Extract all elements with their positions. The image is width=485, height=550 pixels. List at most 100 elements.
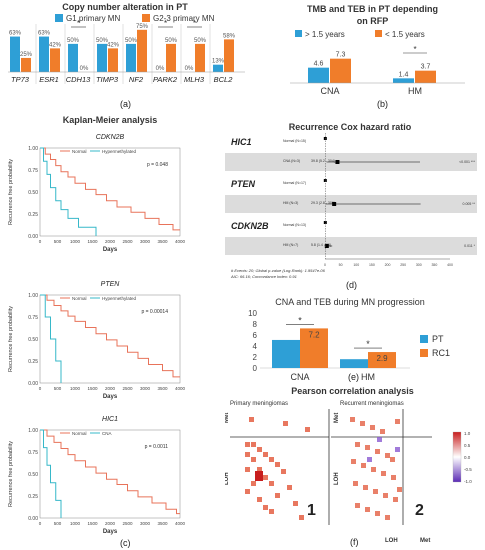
legend-label-rc1: RC1 (432, 348, 450, 358)
heatmap-cell (269, 509, 274, 514)
heatmap-cell (257, 447, 262, 452)
bar-hm-0 (340, 359, 368, 368)
value-label-cna-0: 4.6 (314, 61, 324, 68)
heatmap-cell (375, 449, 380, 454)
significance-star: * (413, 45, 416, 54)
category-label-nf2: NF2 (129, 75, 144, 84)
bar-tp73-0 (10, 36, 20, 72)
forest-p-label: 0.005 ** (463, 202, 476, 206)
y-tick-label: 0.25 (28, 494, 38, 500)
panel-d-title: Recurrence Cox hazard ratio (288, 122, 412, 132)
heatmap-cell-negative (367, 457, 372, 462)
panel-f-label: (f) (350, 537, 359, 547)
legend-swatch-rc1 (420, 349, 428, 357)
panel-e-chart: 0 2 4 6 8 10 7.2 CNA * 2.9HM * PT RC1 (248, 309, 450, 382)
heatmap-cell (375, 511, 380, 516)
colorbar-tick: 1.0 (464, 431, 471, 436)
legend-label-g23: G2-3 primary MN (153, 14, 215, 23)
panel-b-title-line2: on RFP (356, 16, 389, 26)
heatmap-cell (245, 452, 250, 457)
y-tick-label: 0.00 (28, 234, 38, 240)
heatmap-cell (275, 493, 280, 498)
panel-a-label: (a) (120, 99, 131, 109)
forest-p-label: 0.011 * (464, 244, 475, 248)
km-gene-label: CDKN2B (96, 134, 125, 141)
km-curve-hypermethylated (40, 294, 62, 383)
quadrant-number-2: 2 (415, 502, 424, 519)
axis-label-loh-bottom: LOH (385, 538, 398, 544)
significance-star: * (298, 315, 302, 325)
heatmap-cell (383, 493, 388, 498)
colorbar-tick: -0.5 (464, 467, 472, 472)
category-label-cna: CNA (290, 372, 309, 382)
bar-bcl2-1 (224, 39, 234, 72)
y-tick-label: 1.00 (28, 428, 38, 434)
x-tick-label: 2000 (105, 521, 116, 526)
forest-alt-label: CNA (N=3) (283, 159, 300, 163)
y-tick-label: 0.00 (28, 516, 38, 522)
y-tick-label: 0.25 (28, 359, 38, 365)
heatmap-cell (245, 489, 250, 494)
bar-cdh13-0 (68, 43, 78, 72)
y-tick-label: 6 (253, 331, 258, 340)
forest-x-tick: 250 (400, 263, 406, 267)
legend-label-alt: Hypermethylated (102, 296, 137, 301)
category-label-tp73: TP73 (11, 75, 30, 84)
heatmap-cell (257, 467, 262, 472)
heatmap-cell (385, 515, 390, 520)
heatmap-cell (281, 469, 286, 474)
y-tick-label: 0.50 (28, 472, 38, 478)
y-tick-label: 10 (248, 309, 257, 318)
heatmap-cell (269, 457, 274, 462)
legend-label-alt: Hypermethylated (102, 149, 137, 154)
forest-ref-marker (323, 221, 327, 224)
panel-e-label: (e) (348, 372, 359, 382)
heatmap-cell (249, 417, 254, 422)
x-axis-label: Days (103, 529, 118, 535)
heatmap-cell (351, 459, 356, 464)
heatmap-cell (395, 419, 400, 424)
heatmap-cell (371, 467, 376, 472)
bar-cna-0 (308, 67, 329, 83)
category-label-hm: HM (361, 372, 375, 382)
y-tick-label: 1.00 (28, 293, 38, 299)
y-tick-label: 1.00 (28, 146, 38, 152)
panel-e-title: CNA and TEB during MN progression (275, 297, 425, 307)
heatmap-cell (373, 489, 378, 494)
value-label-bcl2-0: 13% (212, 59, 225, 65)
colorbar-tick: 0.0 (464, 455, 471, 460)
x-tick-label: 1500 (87, 239, 98, 244)
km-curve-normal (40, 147, 180, 231)
panel-c-label: (c) (120, 538, 131, 548)
x-tick-label: 2000 (105, 386, 116, 391)
value-label-park2-1: 50% (165, 38, 178, 44)
heatmap-cell (287, 485, 292, 490)
heatmap-cell (263, 505, 268, 510)
heatmap-cell (390, 457, 395, 462)
heatmap-cell (251, 442, 256, 447)
bar-cna-1 (300, 328, 328, 368)
legend-swatch-under (375, 30, 382, 37)
heatmap-cell (257, 497, 262, 502)
y-tick-label: 0.75 (28, 168, 38, 174)
value-label-cdh13-1: 0% (80, 66, 89, 72)
forest-x-tick: 0 (324, 263, 326, 267)
heatmap-cell (365, 445, 370, 450)
value-label-timp3-0: 50% (96, 38, 109, 44)
panel-f-heatmaps: Primary meningiomas Recurrent meningiomas… (225, 401, 472, 547)
x-axis-label: Days (103, 394, 118, 400)
x-tick-label: 1000 (70, 239, 81, 244)
forest-hr-label: 39.8 (5.2 - 304) (311, 159, 335, 163)
y-tick-label: 2 (253, 353, 258, 362)
significance-star: * (164, 19, 167, 28)
heatmap-cell (397, 487, 402, 492)
heatmap-cell (263, 475, 268, 480)
heatmap-cell (293, 501, 298, 506)
legend-label-over: > 1.5 years (305, 30, 345, 39)
significance-star: * (193, 19, 196, 28)
bar-hm-0 (393, 78, 414, 83)
x-tick-label: 1000 (70, 521, 81, 526)
heatmap-subtitle-recurrent: Recurrent meningiomas (340, 401, 404, 407)
y-tick-label: 4 (253, 342, 258, 351)
x-tick-label: 4000 (175, 521, 186, 526)
